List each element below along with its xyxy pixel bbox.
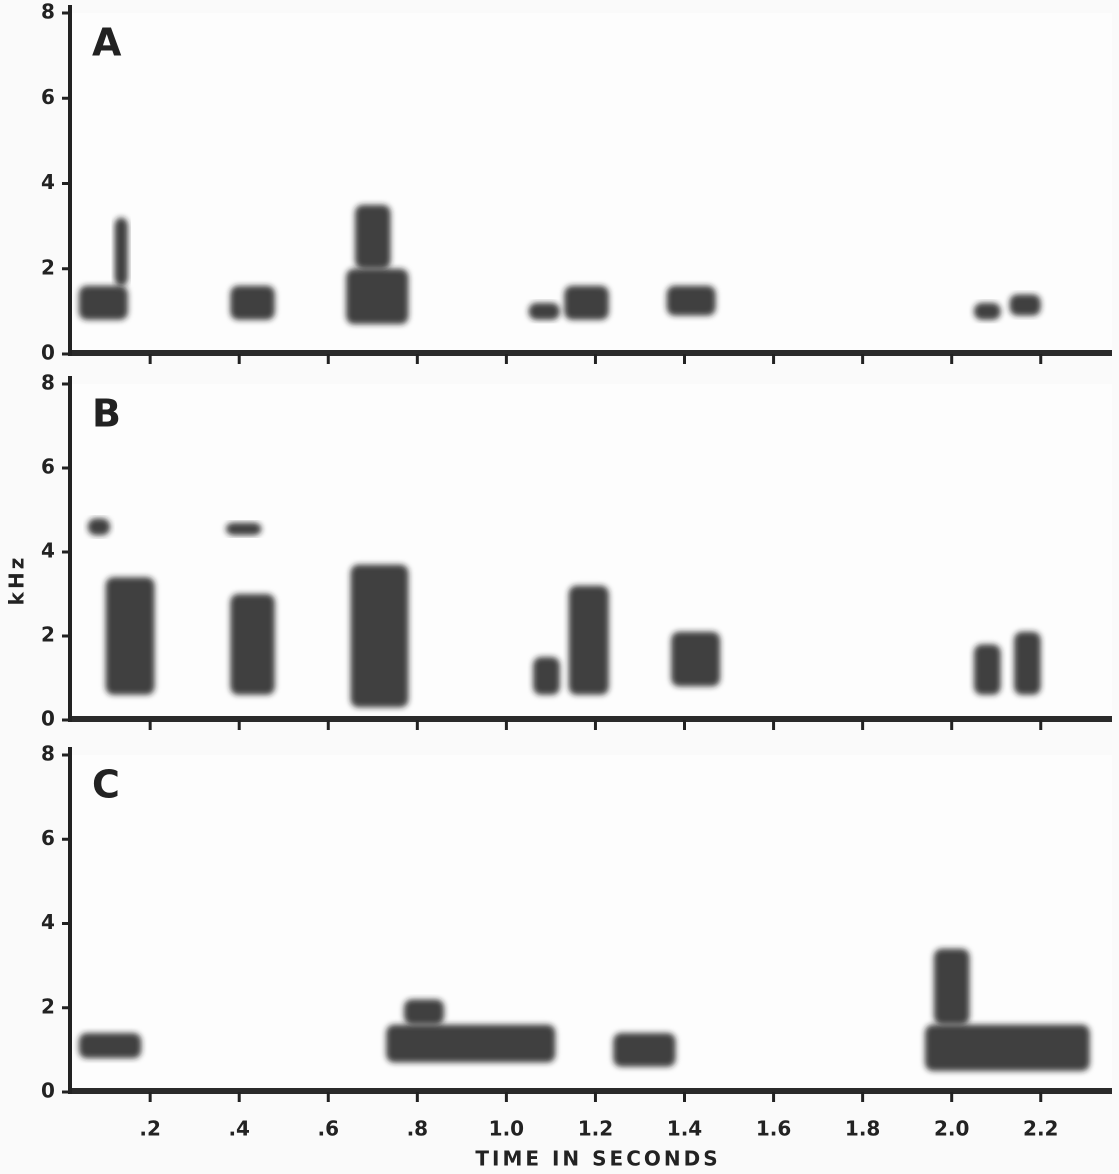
x-tick-label: 1.2 [578, 1117, 613, 1141]
y-tick-label: 4 [41, 910, 55, 934]
y-tick-label: 0 [41, 1079, 55, 1103]
sound-segment [924, 1024, 1090, 1071]
sound-segment [613, 1033, 676, 1067]
x-tick-label: .4 [228, 1117, 250, 1141]
sound-segment [230, 285, 275, 320]
sound-segment [933, 948, 970, 1025]
sound-segment [973, 644, 1001, 695]
baseline-band [70, 1088, 1112, 1094]
y-axis-title: kHz [5, 555, 29, 606]
sound-segment [528, 302, 560, 320]
y-tick-label: 6 [41, 85, 55, 109]
sound-segment [225, 522, 262, 536]
y-tick-label: 2 [41, 623, 55, 647]
x-tick-label: .6 [318, 1117, 340, 1141]
sound-segment [564, 285, 609, 320]
sound-segment [386, 1024, 556, 1063]
y-tick-label: 4 [41, 539, 55, 563]
y-tick-label: 0 [41, 341, 55, 365]
y-tick-label: 2 [41, 994, 55, 1018]
y-tick-label: 2 [41, 255, 55, 279]
sound-segment [78, 285, 128, 320]
sound-segment [105, 577, 155, 695]
sound-segment [354, 204, 391, 269]
panel-label: C [92, 763, 120, 807]
y-tick-label: 8 [41, 742, 55, 766]
x-tick-label: .8 [407, 1117, 429, 1141]
x-tick-label: 1.0 [489, 1117, 524, 1141]
y-tick-label: 8 [41, 0, 55, 24]
sound-segment [568, 585, 609, 695]
x-tick-label: 1.8 [845, 1117, 880, 1141]
sound-segment [350, 564, 409, 708]
sound-segment [1014, 631, 1041, 695]
x-tick-label: 1.6 [756, 1117, 791, 1141]
sound-segment [1009, 294, 1041, 316]
sound-segment [114, 217, 128, 286]
x-axis-title: TIME IN SECONDS [475, 1147, 720, 1171]
y-tick-label: 8 [41, 371, 55, 395]
x-tick-label: 2.0 [934, 1117, 969, 1141]
baseline-band [70, 350, 1112, 356]
x-tick-label: 1.4 [667, 1117, 702, 1141]
y-tick-label: 0 [41, 707, 55, 731]
y-tick-label: 4 [41, 170, 55, 194]
baseline-band [70, 716, 1112, 722]
sound-segment [78, 1033, 142, 1059]
sound-segment [230, 594, 275, 695]
sound-segment [666, 285, 716, 316]
x-tick-label: 2.2 [1023, 1117, 1058, 1141]
y-tick-label: 6 [41, 455, 55, 479]
sound-segment [533, 657, 560, 695]
x-tick-label: .2 [139, 1117, 161, 1141]
sound-segment [973, 302, 1001, 320]
sound-segment [346, 268, 409, 325]
panel-label: A [92, 21, 122, 65]
y-tick-label: 6 [41, 826, 55, 850]
sound-segment [87, 518, 111, 536]
sound-segment [403, 999, 445, 1025]
sound-segment [671, 631, 721, 687]
panel-label: B [92, 392, 121, 436]
